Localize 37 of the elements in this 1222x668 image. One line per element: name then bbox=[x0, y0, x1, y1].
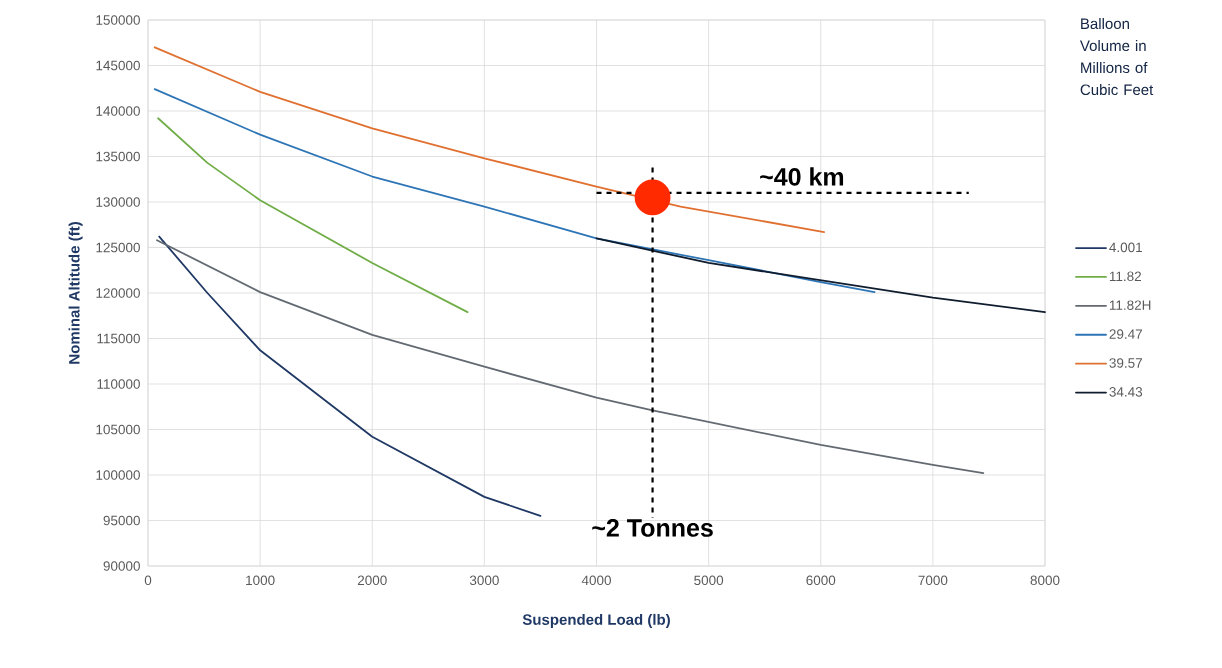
ref-line-label: ~2 Tonnes bbox=[592, 519, 713, 537]
y-tick-label: 95000 bbox=[103, 515, 140, 526]
legend-label: 11.82 bbox=[1109, 271, 1141, 282]
line-series bbox=[157, 117, 469, 314]
x-axis-title: Suspended Load (lb) bbox=[522, 613, 670, 628]
y-tick-label: 130000 bbox=[96, 197, 140, 207]
x-tick-label: 5000 bbox=[694, 575, 724, 586]
legend-label: 4.001 bbox=[1109, 242, 1143, 253]
y-tick-label: 140000 bbox=[96, 106, 140, 116]
x-tick-label: 4000 bbox=[581, 575, 611, 586]
x-tick-label: 8000 bbox=[1030, 575, 1060, 586]
legend-label: 11.82H bbox=[1109, 300, 1151, 310]
x-tick-label: 6000 bbox=[806, 575, 836, 586]
line-series bbox=[158, 235, 542, 517]
y-tick-label: 110000 bbox=[97, 379, 140, 389]
x-tick-label: 2000 bbox=[357, 575, 387, 586]
y-tick-label: 150000 bbox=[96, 15, 140, 25]
y-tick-label: 115000 bbox=[97, 333, 140, 344]
y-tick-label: 125000 bbox=[96, 242, 140, 253]
x-tick-label: 0 bbox=[144, 575, 152, 586]
y-tick-label: 105000 bbox=[96, 424, 140, 435]
legend-label: 29.47 bbox=[1109, 329, 1142, 339]
legend-label: 34.43 bbox=[1109, 387, 1143, 397]
y-tick-label: 145000 bbox=[96, 60, 140, 71]
legend-label: 39.57 bbox=[1109, 358, 1142, 368]
y-axis-title: Nominal Altitude (ft) bbox=[68, 222, 83, 364]
x-tick-label: 1000 bbox=[246, 575, 275, 586]
y-tick-label: 100000 bbox=[96, 470, 140, 480]
x-tick-label: 3000 bbox=[469, 575, 499, 586]
ref-line-label: ~40 km bbox=[760, 167, 844, 186]
y-tick-label: 120000 bbox=[96, 288, 140, 298]
y-tick-label: 135000 bbox=[96, 151, 140, 162]
y-tick-label: 90000 bbox=[103, 561, 140, 571]
legend-title: Balloon Volume in Millions of Cubic Feet bbox=[1079, 18, 1154, 96]
x-tick-label: 7000 bbox=[918, 575, 948, 586]
line-series bbox=[153, 88, 876, 293]
line-series bbox=[156, 239, 985, 475]
